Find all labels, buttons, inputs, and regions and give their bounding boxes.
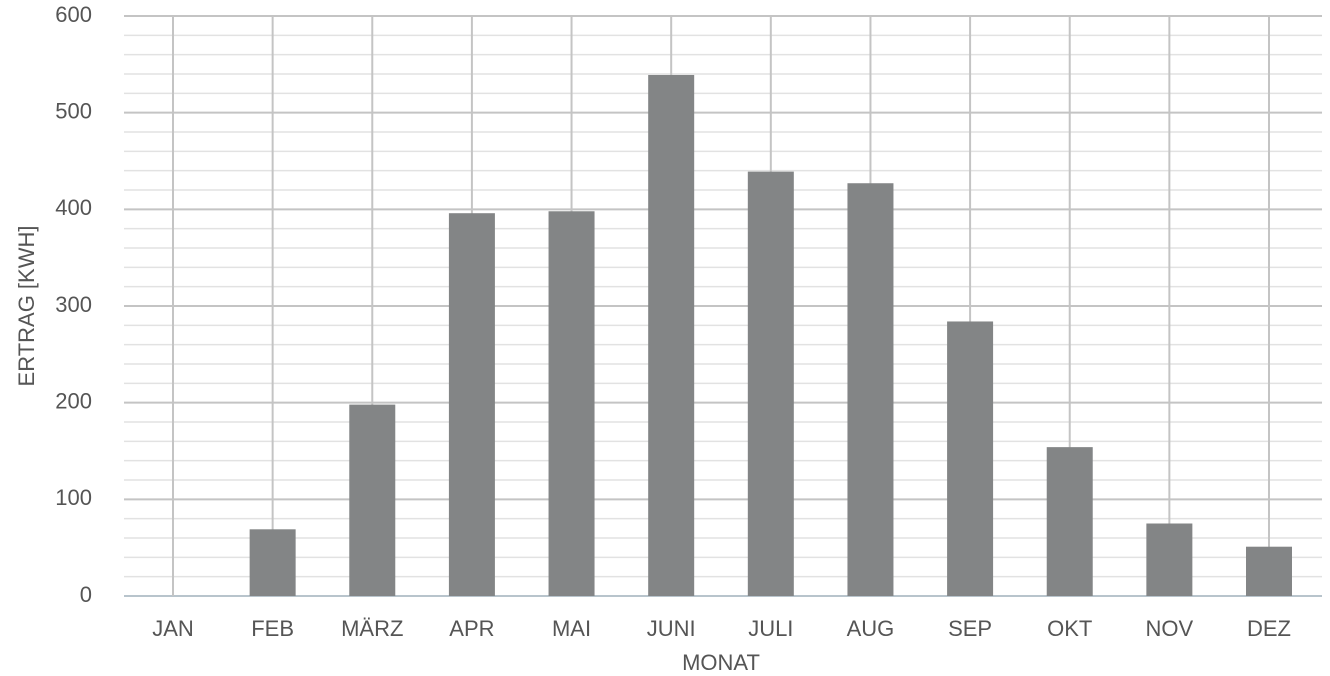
y-tick-label: 0 <box>80 582 92 607</box>
bar <box>349 404 396 596</box>
bar <box>747 171 794 596</box>
y-tick-label: 500 <box>55 98 92 123</box>
bar <box>648 74 695 596</box>
x-tick-label: JAN <box>152 616 194 641</box>
y-tick-label: 600 <box>55 2 92 27</box>
y-tick-label: 400 <box>55 195 92 220</box>
bar <box>1146 523 1193 596</box>
x-tick-label: MAI <box>552 616 591 641</box>
x-tick-label: JUNI <box>647 616 696 641</box>
x-tick-label: AUG <box>847 616 895 641</box>
x-tick-label: APR <box>449 616 494 641</box>
x-tick-label: SEP <box>948 616 992 641</box>
bar <box>1046 447 1093 596</box>
y-axis-title: ERTRAG [KWH] <box>14 226 39 387</box>
x-tick-label: DEZ <box>1247 616 1291 641</box>
y-tick-label: 300 <box>55 292 92 317</box>
bar <box>947 321 994 596</box>
x-tick-label: OKT <box>1047 616 1092 641</box>
bar <box>249 529 296 596</box>
bar <box>448 213 495 596</box>
x-tick-label: JULI <box>748 616 793 641</box>
x-tick-label: FEB <box>251 616 294 641</box>
bar <box>548 211 595 596</box>
x-tick-label: NOV <box>1146 616 1194 641</box>
y-tick-label: 100 <box>55 485 92 510</box>
x-tick-label: MÄRZ <box>341 616 403 641</box>
x-axis-title: MONAT <box>682 650 760 675</box>
bar <box>1246 546 1292 596</box>
y-tick-label: 200 <box>55 388 92 413</box>
bar <box>847 183 894 596</box>
